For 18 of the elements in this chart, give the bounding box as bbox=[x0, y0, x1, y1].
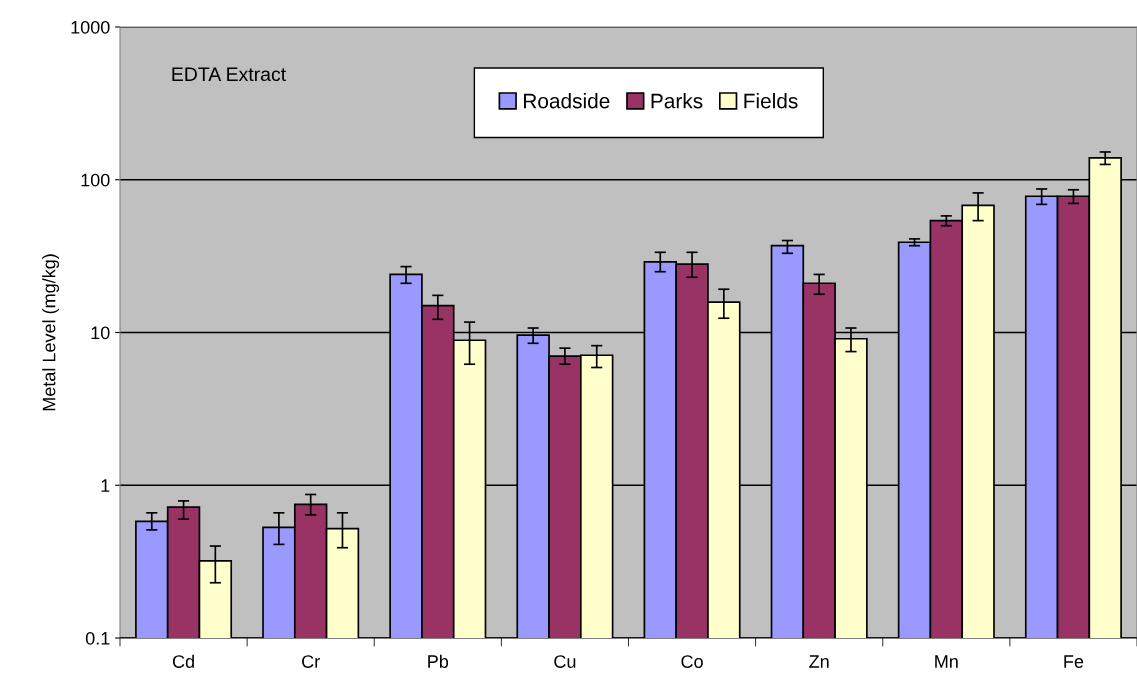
x-tick-label: Cr bbox=[302, 655, 320, 668]
annotation: EDTA Extract bbox=[172, 67, 286, 82]
legend-label: Roadside bbox=[524, 93, 610, 109]
y-tick-label: 100 bbox=[81, 173, 110, 187]
y-tick-label: 10 bbox=[91, 326, 110, 340]
y-tick-label: 1 bbox=[101, 479, 110, 492]
legend-label: Parks bbox=[651, 93, 703, 109]
x-tick-label: Cd bbox=[172, 654, 194, 668]
y-axis-title: Metal Level (mg/kg) bbox=[42, 254, 59, 411]
x-tick-label: Cu bbox=[554, 655, 576, 668]
x-tick-label: Co bbox=[681, 655, 703, 668]
x-tick-label: Fe bbox=[1064, 655, 1084, 668]
x-tick-label: Zn bbox=[809, 655, 829, 668]
legend-label: Fields bbox=[744, 93, 798, 109]
y-tick-label: 0.1 bbox=[85, 631, 110, 645]
x-tick-label: Pb bbox=[428, 654, 449, 668]
y-tick-label: 1000 bbox=[71, 20, 110, 34]
x-tick-label: Mn bbox=[935, 655, 958, 668]
